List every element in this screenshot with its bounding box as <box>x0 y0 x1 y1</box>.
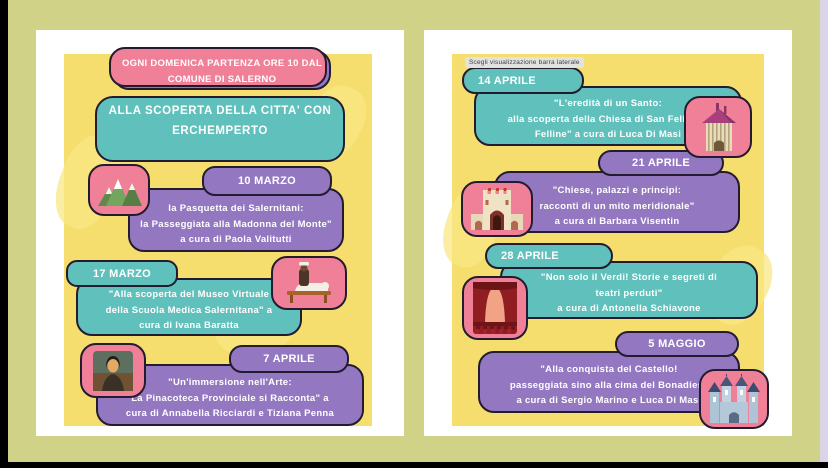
poster-header: OGNI DOMENICA PARTENZA ORE 10 DAL COMUNE… <box>109 47 331 90</box>
event-date: 7 APRILE <box>263 353 315 365</box>
event-date-pill: 5 MAGGIO <box>615 331 739 357</box>
event-text-line: teatri perduti" <box>595 287 663 299</box>
poster-title: ALLA SCOPERTA DELLA CITTA' CON ERCHEMPER… <box>95 96 345 162</box>
event-date-pill: 14 APRILE <box>462 67 584 94</box>
event-date: 5 MAGGIO <box>648 338 706 350</box>
mountains-icon <box>88 164 150 216</box>
event-date: 14 APRILE <box>478 74 536 87</box>
event-date: 28 APRILE <box>501 250 559 262</box>
event-text-line: La Pinacoteca Provinciale si Racconta" a <box>131 392 329 404</box>
event-description: "Chiese, palazzi e principi: racconti di… <box>494 171 740 233</box>
event-text-line: passeggiata sino alla cima del Bonadies" <box>509 379 709 391</box>
header-line: OGNI DOMENICA PARTENZA ORE 10 <box>121 58 299 69</box>
event-date-pill: 28 APRILE <box>485 243 613 269</box>
event-text-line: "Non solo il Verdi! Storie e segreti di <box>540 272 718 283</box>
event-date: 10 MARZO <box>237 175 297 187</box>
event-date-pill: 10 MARZO <box>202 166 332 196</box>
title-line: CON <box>304 105 332 117</box>
event-date-pill: 7 APRILE <box>229 345 349 373</box>
header-line: DAL COMUNE DI SALERNO <box>167 58 323 85</box>
event-text-line: della Scuola Medica Salernitana" a <box>105 304 273 316</box>
document-page-2[interactable]: Scegli visualizzazione barra laterale 14… <box>424 30 792 436</box>
palace-icon <box>461 181 533 237</box>
event-text-line: a cura di Antonella Schiavone <box>557 303 701 314</box>
event-text-line: cura di Annabella Ricciardi e Tiziana Pe… <box>125 408 335 419</box>
mona-lisa-icon <box>80 343 146 398</box>
event-text-line: "Alla conquista del Castello! <box>540 364 678 375</box>
medical-school-icon <box>271 256 347 310</box>
event-text-line: "Un'immersione nell'Arte: <box>168 377 292 388</box>
event-description: "Non solo il Verdi! Storie e segreti di … <box>500 261 758 319</box>
document-page-1[interactable]: OGNI DOMENICA PARTENZA ORE 10 DAL COMUNE… <box>36 30 404 436</box>
event-text-line: a cura di Paola Valitutti <box>180 234 292 245</box>
event-text-line: la Pasquetta dei Salernitani: <box>168 203 304 214</box>
event-text-line: racconti di un mito meridionale" <box>539 200 695 212</box>
event-description: "Alla conquista del Castello! passeggiat… <box>478 351 740 413</box>
event-date: 17 MARZO <box>92 267 152 280</box>
poster-left: OGNI DOMENICA PARTENZA ORE 10 DAL COMUNE… <box>45 47 378 426</box>
title-line: ERCHEMPERTO <box>172 125 268 137</box>
event-date: 21 APRILE <box>632 157 690 169</box>
event-text-line: alla scoperta della Chiesa di San Felice… <box>507 113 709 125</box>
castle-icon <box>699 369 769 429</box>
title-line: ALLA SCOPERTA DELLA CITTA' <box>108 105 301 117</box>
event-text-line: a cura di Barbara Visentin <box>554 216 680 227</box>
theater-icon <box>462 276 528 340</box>
event-text-line: cura di Ivana Baratta <box>139 320 239 331</box>
event-description: la Pasquetta dei Salernitani: la Passegg… <box>128 188 344 252</box>
event-text-line: la Passeggiata alla Madonna del Monte" <box>140 218 332 230</box>
screen-edge-right <box>820 0 828 468</box>
sidebar-view-tooltip: Scegli visualizzazione barra laterale <box>465 57 584 68</box>
event-text-line: "Alla scoperta del Museo Virtuale <box>108 289 270 300</box>
event-description: "Alla scoperta del Museo Virtuale della … <box>76 278 302 336</box>
screen-edge-bottom <box>0 462 828 468</box>
event-date-pill: 21 APRILE <box>598 150 724 176</box>
event-date-pill: 17 MARZO <box>66 260 178 287</box>
event-text-line: "Chiese, palazzi e principi: <box>552 185 682 196</box>
poster-right: Scegli visualizzazione barra laterale 14… <box>434 54 784 429</box>
event-text-line: Felline" a cura di Luca Di Masi <box>534 129 682 140</box>
event-text-line: a cura di Sergio Marino e Luca Di Masi <box>516 395 702 406</box>
event-text-line: "L'eredità di un Santo: <box>553 98 663 109</box>
screen-edge-left <box>0 0 8 468</box>
church-icon <box>684 96 752 158</box>
